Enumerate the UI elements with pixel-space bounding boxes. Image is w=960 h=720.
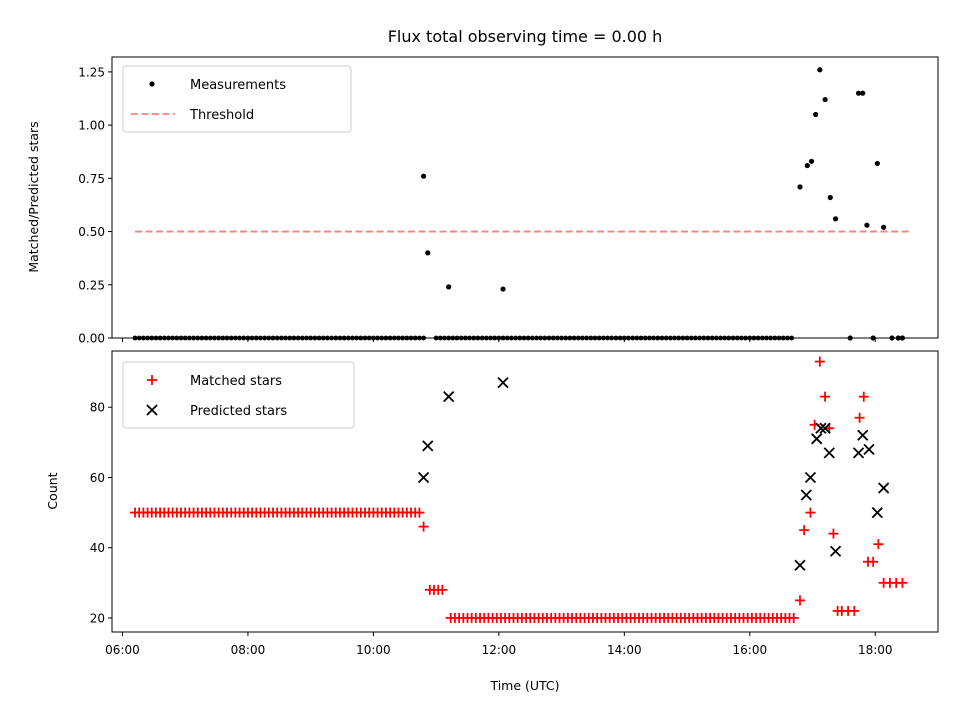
measurement-point — [855, 90, 862, 96]
bottom-legend-box — [122, 361, 355, 429]
measurement-point — [446, 284, 452, 290]
legend-matched-marker — [147, 375, 157, 385]
measurement-point — [420, 173, 427, 179]
predicted-star-point — [877, 482, 890, 494]
bottom-y-tick-label: 40 — [90, 541, 105, 555]
top-data-layer — [132, 67, 909, 341]
predicted-star-point — [857, 429, 869, 441]
predicted-star-point — [863, 443, 875, 455]
matched-star-point — [849, 605, 860, 616]
chart-title: Flux total observing time = 0.00 h — [388, 27, 663, 46]
bottom-y-ticks: 20 40 60 80 — [90, 401, 112, 625]
measurement-point — [832, 216, 839, 222]
bottom-legend: Matched stars Predicted stars — [122, 361, 355, 429]
top-y-tick-label: 0.00 — [78, 332, 105, 346]
bottom-x-ticks: 06:00 08:00 10:00 12:00 14:00 16:00 18:00 — [105, 632, 893, 657]
predicted-star-point — [422, 440, 434, 452]
measurement-point — [822, 96, 828, 103]
matched-star-point — [828, 528, 839, 539]
measurement-point — [813, 111, 819, 118]
legend-matched-label: Matched stars — [190, 374, 282, 389]
predicted-star-point — [823, 447, 835, 459]
matched-star-point — [814, 356, 825, 367]
top-legend-box — [122, 65, 352, 133]
matched-star-point — [418, 521, 429, 532]
bottom-y-axis-label: Count — [45, 472, 60, 509]
bottom-y-tick-label: 80 — [90, 401, 105, 415]
top-panel: 0.00 0.25 0.50 0.75 1.00 1.25 Matched/Predict… — [26, 56, 939, 346]
matched-star-point — [868, 556, 879, 567]
predicted-star-point — [800, 489, 812, 501]
matched-star-point — [820, 391, 831, 402]
x-axis-label: Time (UTC) — [489, 678, 559, 693]
top-legend: Measurements Threshold — [122, 65, 352, 133]
x-tick-label: 14:00 — [607, 643, 642, 657]
bottom-panel: 20 40 60 80 06:00 08:00 10:00 12:00 14:00 16:00 1… — [45, 350, 939, 693]
top-y-tick-label: 1.00 — [78, 119, 105, 133]
predicted-star-point — [829, 545, 842, 557]
x-tick-label: 08:00 — [231, 643, 266, 657]
x-tick-label: 18:00 — [858, 643, 893, 657]
x-tick-label: 10:00 — [356, 643, 391, 657]
measurement-point — [804, 162, 810, 169]
bottom-data-layer — [130, 356, 908, 623]
predicted-star-point — [819, 422, 831, 434]
matched-star-point — [897, 577, 908, 588]
top-y-axis-label: Matched/Predicted stars — [26, 121, 41, 272]
top-x-ticks — [121, 338, 876, 342]
top-y-ticks: 0.00 0.25 0.50 0.75 1.00 1.25 — [78, 65, 112, 346]
measurement-point — [881, 224, 887, 230]
top-y-tick-label: 0.25 — [78, 278, 105, 292]
matched-star-point — [788, 612, 799, 623]
predicted-star-point — [811, 433, 823, 445]
legend-threshold-label: Threshold — [189, 108, 254, 123]
measurement-point — [425, 250, 431, 256]
predicted-star-point — [871, 506, 883, 519]
predicted-star-point — [804, 471, 817, 484]
predicted-star-point — [497, 376, 509, 389]
bottom-y-tick-label: 60 — [90, 471, 105, 485]
matched-star-point — [799, 525, 810, 536]
predicted-star-point — [794, 559, 806, 571]
measurement-point — [827, 194, 833, 201]
matched-star-point — [414, 507, 425, 518]
top-axes-frame — [111, 56, 939, 339]
bottom-axes-frame — [111, 350, 939, 633]
legend-measurements-label: Measurements — [190, 78, 286, 93]
top-y-tick-label: 1.25 — [78, 65, 105, 79]
predicted-star-point — [852, 447, 865, 459]
matched-star-point — [805, 507, 816, 518]
measurement-point — [808, 158, 815, 164]
predicted-star-point — [417, 471, 430, 484]
top-y-tick-label: 0.75 — [78, 172, 105, 186]
legend-measurements-marker — [149, 81, 155, 87]
measurement-point — [817, 67, 823, 73]
x-tick-label: 16:00 — [733, 643, 768, 657]
matched-star-point — [858, 391, 869, 402]
x-tick-label: 06:00 — [105, 643, 140, 657]
predicted-star-point — [815, 422, 827, 434]
predicted-star-point — [443, 391, 455, 403]
legend-predicted-marker — [146, 404, 158, 416]
matched-star-point — [854, 412, 865, 423]
measurement-point — [500, 286, 506, 292]
measurement-point — [864, 222, 870, 228]
measurement-point — [860, 90, 866, 96]
matched-star-point — [794, 595, 805, 606]
bottom-y-tick-label: 20 — [90, 611, 105, 625]
matched-star-point — [437, 584, 448, 595]
top-y-tick-label: 0.50 — [78, 225, 105, 239]
x-tick-label: 12:00 — [482, 643, 517, 657]
legend-predicted-label: Predicted stars — [190, 404, 287, 419]
matched-star-point — [873, 539, 884, 550]
measurement-point — [874, 160, 880, 167]
measurement-point — [797, 184, 803, 190]
